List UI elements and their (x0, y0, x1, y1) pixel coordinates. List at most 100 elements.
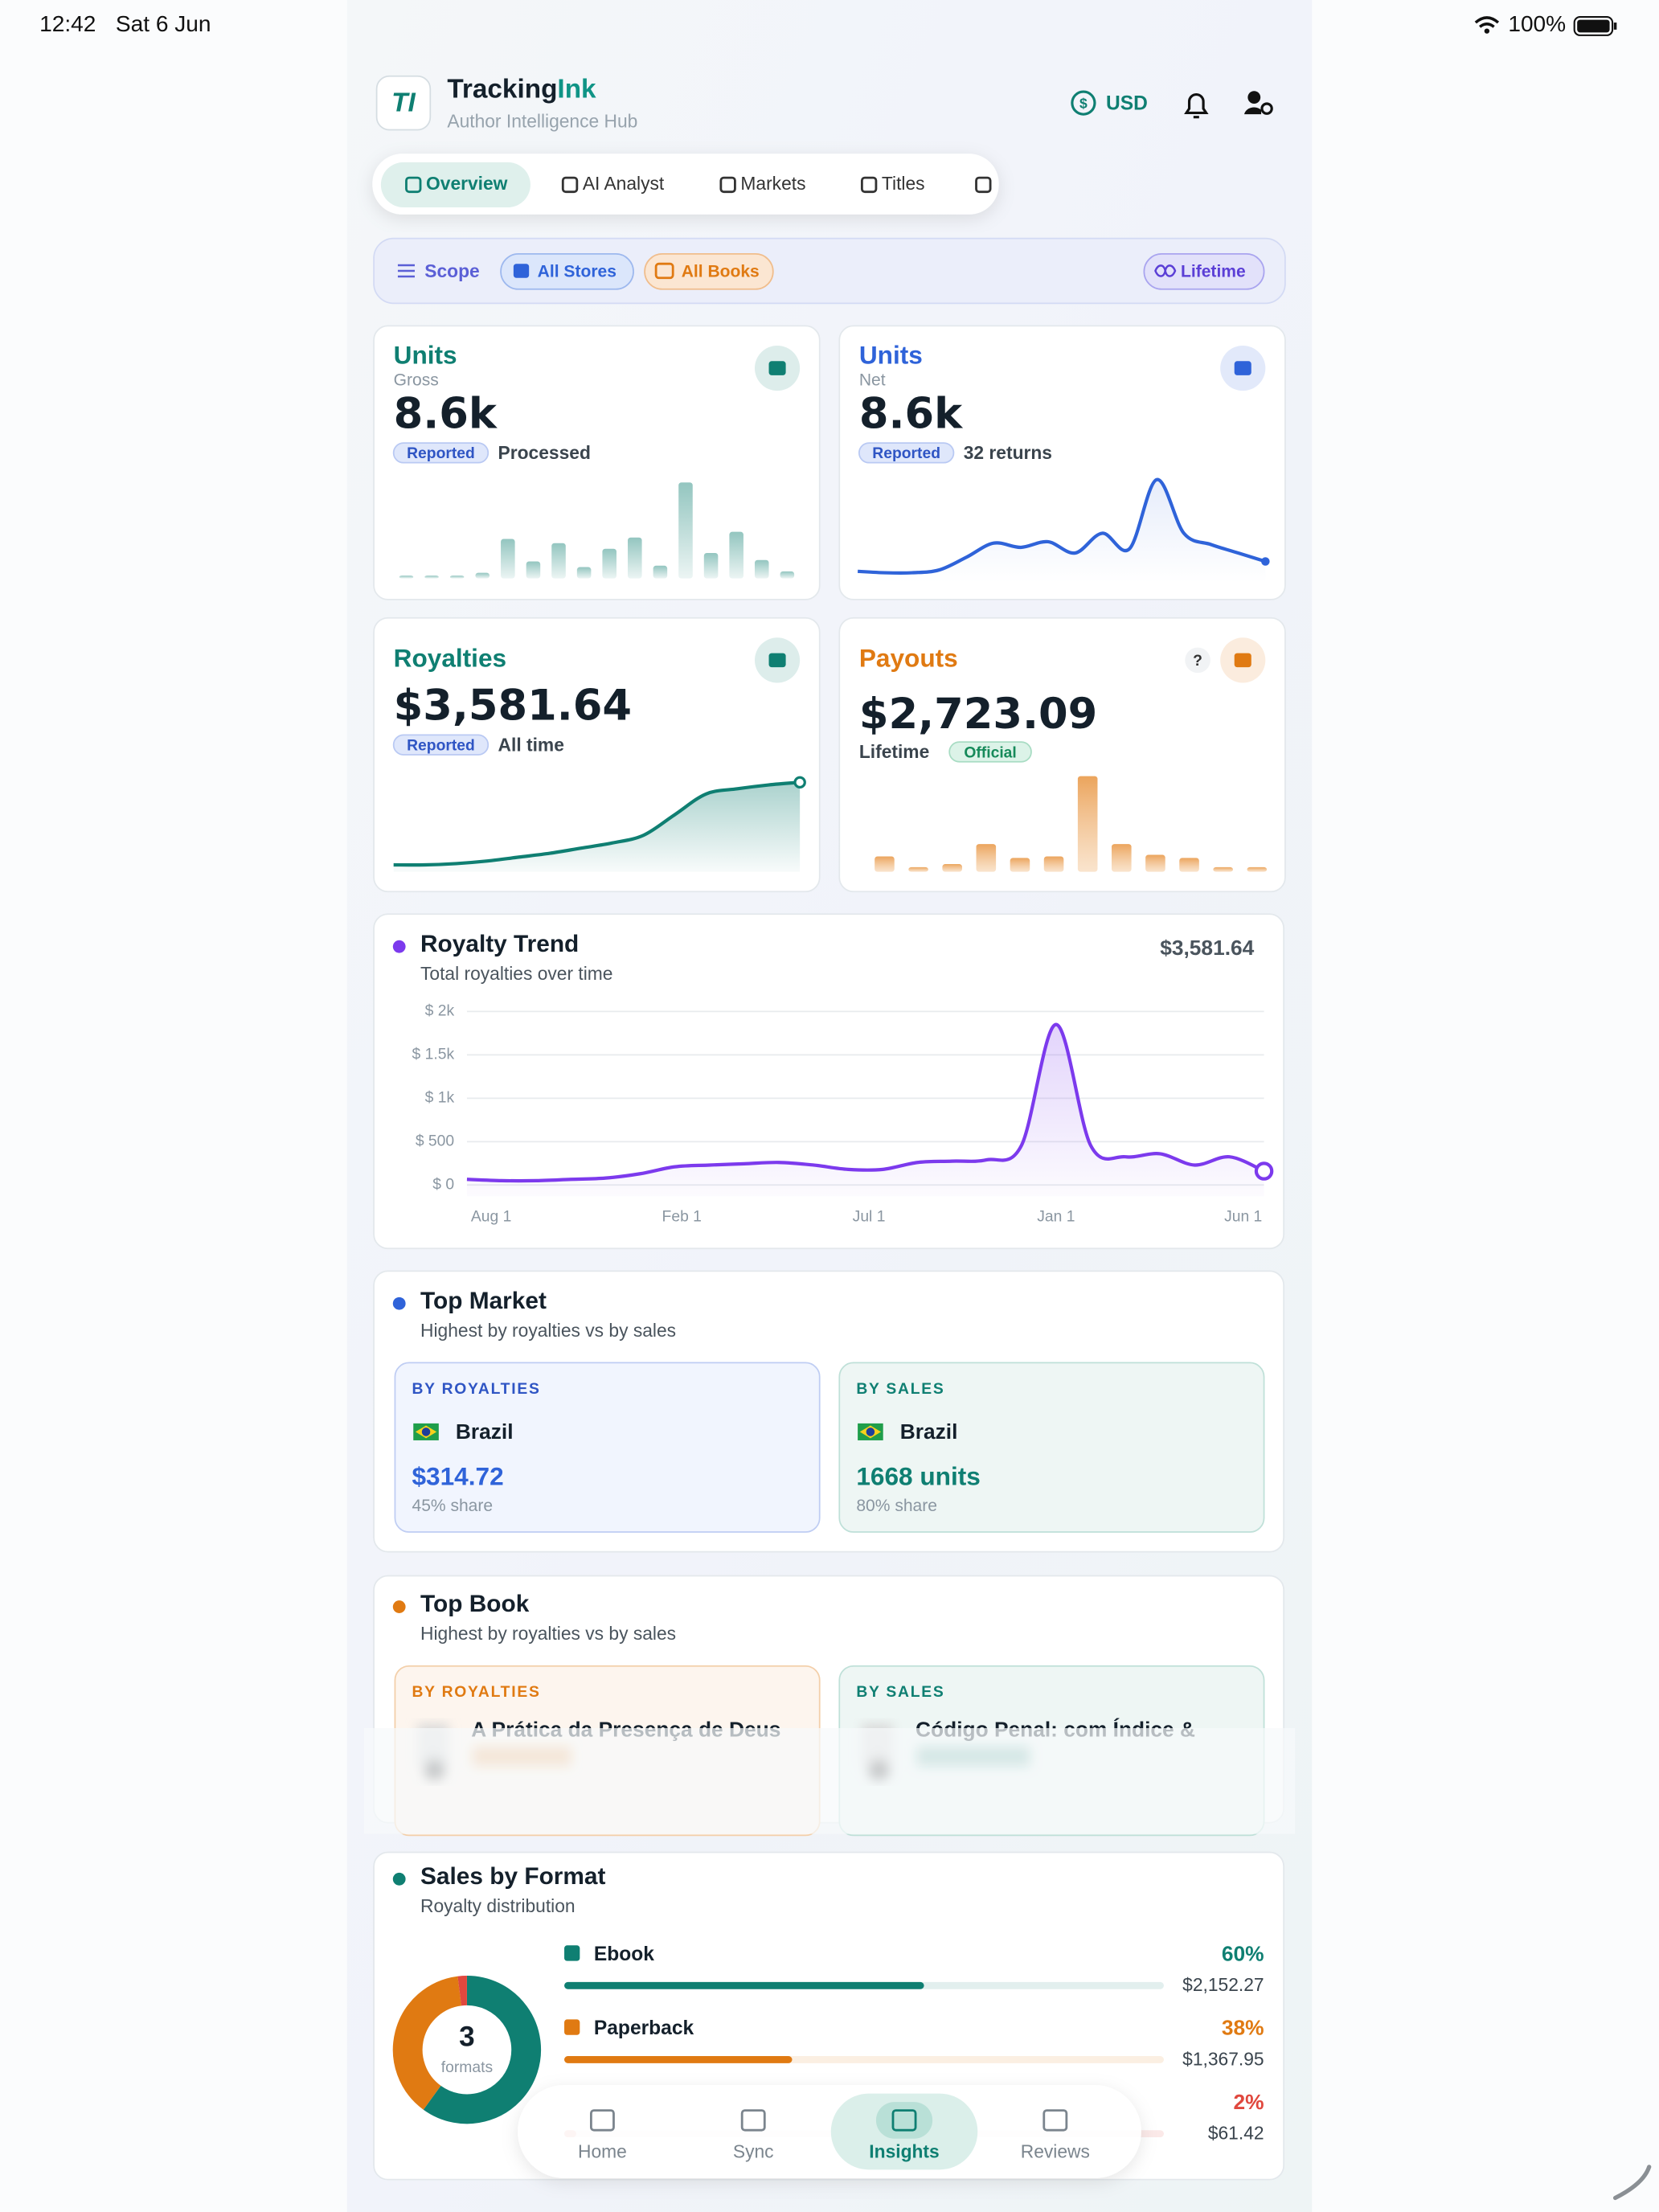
market-panel (394, 1362, 821, 1533)
card-value: 8.6k (859, 389, 964, 438)
tab-icon-more[interactable] (975, 176, 992, 194)
tab-icon[interactable] (719, 176, 736, 194)
card-value: $2,723.09 (859, 690, 1097, 739)
bar (526, 561, 541, 579)
y-tick-label: $ 1k (425, 1089, 455, 1106)
bar (1179, 858, 1199, 872)
card-note: Processed (498, 442, 591, 463)
bar (1077, 776, 1098, 872)
nav-label[interactable]: Home (578, 2140, 627, 2161)
flag-circle (866, 1428, 875, 1436)
market-value: $314.72 (412, 1462, 503, 1491)
tab-label[interactable]: Markets (740, 173, 805, 194)
chip-label[interactable]: All Books (682, 262, 760, 281)
status-date: Sat 6 Jun (116, 11, 211, 36)
section-subtitle: Highest by royalties vs by sales (420, 1623, 676, 1644)
bar (1213, 866, 1233, 872)
help-button[interactable] (1185, 647, 1210, 674)
market-share: 80% share (856, 1497, 937, 1515)
card-icon-glyph (1234, 653, 1251, 668)
badge-label: Reported (872, 445, 940, 462)
tab-label[interactable]: Overview (426, 173, 508, 194)
chip-stores[interactable]: All Stores (500, 253, 634, 290)
brand-subtitle: Author Intelligence Hub (447, 111, 637, 132)
currency-button[interactable]: $ USD (1071, 90, 1148, 116)
tab-label[interactable]: Titles (882, 173, 925, 194)
bar (1010, 858, 1030, 872)
badge (392, 734, 490, 756)
section-dot (392, 1872, 406, 1886)
share-bar (564, 1981, 924, 1989)
x-tick-label: Feb 1 (662, 1209, 702, 1226)
badge-label: Reported (407, 738, 475, 755)
help-label[interactable]: ? (1193, 653, 1202, 670)
tab[interactable]: Overview (405, 173, 508, 194)
donut-count: 3 (459, 2021, 475, 2052)
bar (449, 576, 465, 579)
trend-area (466, 1024, 1264, 1197)
format-share: 60% (1222, 1942, 1264, 1966)
nav-label[interactable]: Sync (733, 2140, 774, 2161)
tab-icon[interactable] (561, 176, 579, 194)
bar (576, 567, 592, 579)
chip-period[interactable]: Lifetime (1143, 253, 1265, 290)
donut-segment (392, 1976, 462, 2110)
bar (1145, 854, 1165, 872)
nav-icon[interactable] (1043, 2109, 1068, 2132)
nav-item[interactable]: Insights (869, 2102, 940, 2161)
section-subtitle: Total royalties over time (420, 963, 612, 984)
bar (551, 543, 566, 579)
nav-icon[interactable] (589, 2109, 615, 2132)
svg-text:TI: TI (391, 88, 416, 118)
chip-books[interactable]: All Books (644, 253, 774, 290)
card-icon-glyph (768, 361, 786, 375)
wifi-icon (1474, 16, 1500, 28)
nav-icon-bg[interactable] (875, 2102, 933, 2139)
bar (653, 565, 668, 579)
card-note: 32 returns (964, 442, 1052, 463)
card-note: All time (498, 734, 564, 755)
bar (976, 844, 997, 872)
y-tick-label: $ 500 (416, 1133, 454, 1149)
brand-part: Tracking (447, 74, 557, 104)
card-title: Payouts (859, 644, 958, 673)
legend-swatch (564, 1945, 580, 1961)
section-title: Top Book (420, 1591, 530, 1617)
nav-icon[interactable] (740, 2109, 766, 2132)
line (857, 477, 1266, 576)
bar (780, 571, 795, 579)
card-value: $3,581.64 (394, 682, 632, 731)
card-icon-glyph (768, 653, 786, 668)
chip-label[interactable]: Lifetime (1181, 262, 1246, 281)
card-title: Royalties (394, 644, 506, 673)
nav-item[interactable]: Home (578, 2109, 627, 2162)
tab-icon[interactable] (860, 176, 878, 194)
tab[interactable]: Titles (860, 173, 925, 194)
panel-label: BY SALES (856, 1684, 944, 1701)
active-tab-bg (380, 162, 530, 207)
area-line (393, 780, 801, 867)
currency[interactable]: USD (1106, 92, 1148, 114)
nav-label[interactable]: Reviews (1021, 2140, 1090, 2161)
card-title: Units (394, 340, 457, 369)
y-tick-label: $ 2k (425, 1003, 455, 1020)
bar (875, 856, 895, 872)
nav-item[interactable]: Reviews (1021, 2109, 1090, 2162)
bar (678, 482, 693, 579)
bar (729, 531, 743, 579)
tab-bar (372, 154, 999, 215)
account-button[interactable] (1244, 91, 1273, 115)
nav-label[interactable]: Insights (869, 2140, 939, 2161)
chip-label[interactable]: All Stores (538, 262, 616, 281)
format-name: Ebook (594, 1944, 654, 1965)
badge (392, 442, 490, 464)
nav-item[interactable]: Sync (733, 2109, 774, 2162)
bell-button[interactable] (1184, 93, 1209, 119)
tab[interactable]: Markets (719, 173, 806, 194)
tab-icon[interactable] (405, 176, 422, 194)
tab[interactable]: AI Analyst (561, 173, 665, 194)
bar (703, 553, 719, 579)
country: Brazil (900, 1419, 958, 1444)
tab-label[interactable]: AI Analyst (583, 173, 665, 194)
nav-icon[interactable] (891, 2109, 917, 2132)
